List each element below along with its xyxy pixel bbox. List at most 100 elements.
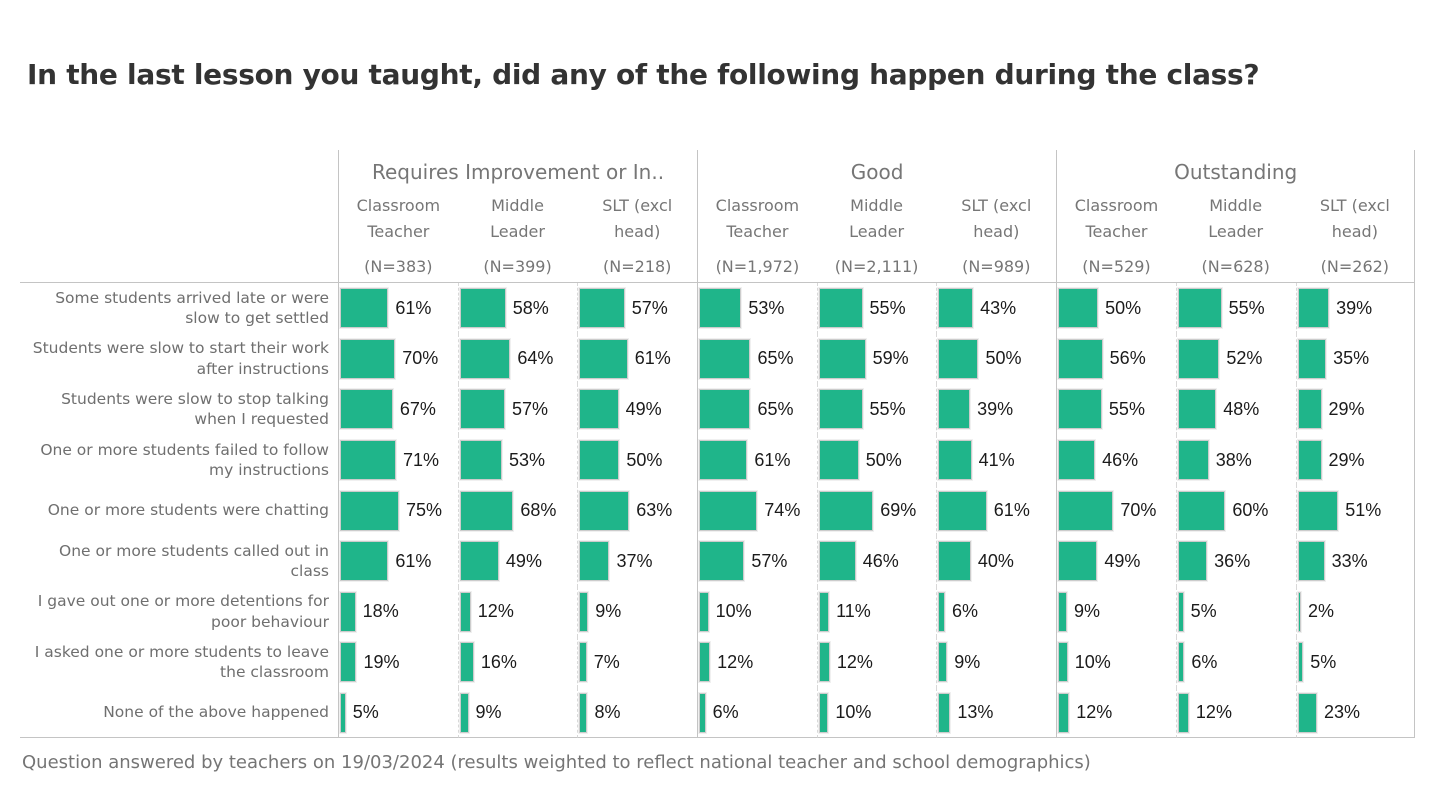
- bar-value-label: 56%: [1109, 348, 1146, 369]
- bar-cell: 38%: [1175, 434, 1296, 486]
- row-label: One or more students were chatting: [47, 501, 329, 520]
- bar-cell: 12%: [816, 637, 937, 688]
- column-header: Middle Leader: [490, 195, 545, 241]
- bar-value-label: 18%: [362, 601, 399, 622]
- bar-cell: 12%: [1056, 687, 1176, 739]
- bar-cell: 12%: [697, 637, 817, 688]
- bar-value-label: 8%: [594, 702, 621, 723]
- bar-cell: 53%: [457, 434, 578, 486]
- bar-value-label: 53%: [508, 449, 545, 470]
- bar-value-label: 49%: [625, 398, 662, 419]
- chart-footnote: Question answered by teachers on 19/03/2…: [22, 752, 1091, 773]
- bar-value-label: 50%: [626, 449, 663, 470]
- bar-cell: 55%: [816, 283, 937, 334]
- bar-value-label: 68%: [520, 500, 557, 521]
- bar: [579, 338, 628, 379]
- bar-cell: 48%: [1175, 384, 1296, 435]
- bar-value-label: 65%: [757, 348, 794, 369]
- column-n-label: (N=529): [1056, 250, 1176, 283]
- bar-value-label: 12%: [1076, 702, 1113, 723]
- bar-value-label: 48%: [1223, 398, 1260, 419]
- row-label: I asked one or more students to leave th…: [34, 643, 329, 682]
- bar: [938, 642, 948, 683]
- bar-cell: 46%: [1056, 434, 1176, 486]
- bar-value-label: 61%: [754, 449, 791, 470]
- row-label: None of the above happened: [20, 688, 338, 739]
- bar-value-label: 41%: [978, 449, 1015, 470]
- bar-value-label: 57%: [631, 297, 668, 318]
- bar: [340, 541, 389, 582]
- bar-value-label: 64%: [517, 348, 554, 369]
- bar-value-label: 6%: [951, 601, 978, 622]
- bar-value-label: 6%: [712, 702, 739, 723]
- bar: [459, 591, 471, 632]
- bar-cell: 13%: [936, 687, 1057, 739]
- bar: [1177, 642, 1185, 683]
- bar-value-label: 35%: [1333, 348, 1370, 369]
- bar-cell: 16%: [457, 637, 578, 688]
- bar: [818, 389, 863, 430]
- bar-value-label: 50%: [865, 449, 902, 470]
- bar-value-label: 39%: [977, 398, 1014, 419]
- column-header: Classroom Teacher: [1056, 186, 1176, 250]
- bar-cell: 10%: [697, 586, 817, 638]
- bar: [1177, 541, 1208, 582]
- bar-cell: 55%: [816, 384, 937, 435]
- bar-cell: 2%: [1295, 586, 1416, 638]
- bar-cell: 68%: [457, 485, 578, 536]
- bar: [1297, 591, 1302, 632]
- bar: [699, 440, 748, 481]
- bar-cell: 33%: [1295, 535, 1416, 587]
- bar-value-label: 11%: [836, 601, 871, 622]
- column-header: Classroom Teacher: [338, 186, 458, 250]
- bar-value-label: 9%: [954, 651, 981, 672]
- bar-value-label: 55%: [1108, 398, 1145, 419]
- bar: [1297, 692, 1317, 733]
- bar: [579, 591, 589, 632]
- bar-value-label: 9%: [475, 702, 502, 723]
- header-corner-spacer: [20, 150, 338, 186]
- bar: [459, 490, 514, 531]
- bar-cell: 50%: [936, 333, 1056, 385]
- bar-value-label: 65%: [757, 398, 794, 419]
- bar-cell: 49%: [1056, 535, 1176, 587]
- bar: [459, 642, 474, 683]
- column-header: Classroom Teacher: [697, 186, 817, 250]
- bar-cell: 40%: [936, 535, 1056, 587]
- bar: [1297, 389, 1322, 430]
- header-corner-spacer: [20, 250, 338, 283]
- bar-value-label: 55%: [869, 398, 906, 419]
- bar: [699, 490, 758, 531]
- bar-value-label: 74%: [764, 500, 801, 521]
- bar-cell: 10%: [1056, 637, 1176, 688]
- bar-value-label: 19%: [363, 651, 400, 672]
- bar-cell: 60%: [1175, 485, 1296, 536]
- bar-cell: 6%: [936, 586, 1056, 638]
- bar-value-label: 61%: [634, 348, 671, 369]
- column-n-label: (N=989): [936, 250, 1057, 283]
- bar-cell: 57%: [457, 384, 578, 435]
- bar: [459, 288, 506, 329]
- bar-cell: 67%: [338, 384, 458, 435]
- bar: [1058, 490, 1114, 531]
- bar-cell: 12%: [457, 586, 578, 638]
- bar-value-label: 36%: [1214, 550, 1251, 571]
- bar-cell: 50%: [1056, 283, 1176, 334]
- bar: [1297, 338, 1327, 379]
- bar-cell: 57%: [577, 283, 697, 334]
- column-n-label: (N=2,111): [816, 250, 937, 283]
- bar: [340, 288, 389, 329]
- bar-value-label: 6%: [1191, 651, 1218, 672]
- bar-value-label: 53%: [748, 297, 785, 318]
- bar-cell: 29%: [1295, 434, 1416, 486]
- bar-cell: 65%: [697, 384, 817, 435]
- bar-value-label: 40%: [977, 550, 1014, 571]
- bar: [579, 541, 610, 582]
- bar-value-label: 5%: [1310, 651, 1337, 672]
- bar-cell: 23%: [1295, 687, 1416, 739]
- bar: [938, 541, 971, 582]
- bar: [1058, 440, 1096, 481]
- bar-cell: 10%: [816, 687, 937, 739]
- bar: [938, 490, 987, 531]
- bar: [1177, 591, 1184, 632]
